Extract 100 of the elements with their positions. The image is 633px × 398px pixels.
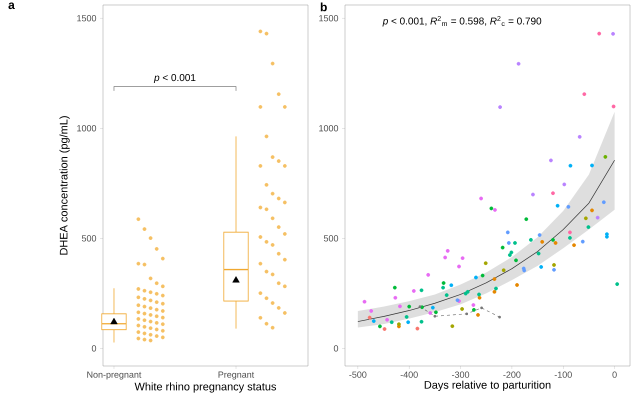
point	[605, 234, 609, 239]
point	[378, 324, 382, 328]
point	[502, 268, 506, 272]
y-axis-title: DHEA concentration (pg/mL)	[59, 116, 70, 255]
y-tick-label: 0	[334, 345, 338, 352]
point	[382, 327, 386, 331]
point	[539, 265, 544, 269]
point	[390, 320, 394, 324]
point	[549, 158, 553, 162]
point	[500, 246, 505, 250]
x-tick-label: Non-pregnant	[87, 372, 142, 380]
x-tick-label: 0	[612, 372, 617, 378]
y-tick-label: 1000	[319, 125, 338, 132]
point	[515, 283, 519, 287]
point	[480, 274, 485, 278]
point	[420, 305, 424, 310]
point	[434, 314, 436, 318]
point	[506, 241, 511, 245]
point	[582, 92, 586, 96]
point	[362, 300, 366, 304]
point	[393, 296, 398, 300]
point	[615, 282, 620, 286]
point	[498, 105, 502, 110]
point	[460, 307, 464, 311]
point	[590, 164, 594, 168]
point	[529, 238, 533, 242]
point	[412, 289, 416, 293]
point	[430, 306, 435, 310]
point	[449, 283, 454, 288]
point	[444, 293, 449, 298]
point	[426, 272, 430, 277]
point	[476, 313, 480, 317]
point	[498, 316, 501, 318]
point	[465, 312, 468, 316]
point	[603, 154, 608, 159]
point	[407, 304, 412, 308]
point	[450, 324, 454, 328]
point	[484, 261, 488, 266]
chart-title: a	[8, 2, 15, 10]
point	[562, 182, 566, 186]
point	[406, 320, 410, 324]
point	[611, 32, 615, 36]
x-tick-label: -200	[503, 372, 521, 378]
point	[492, 277, 496, 281]
point	[489, 206, 494, 210]
point	[516, 62, 520, 66]
point	[509, 250, 514, 254]
annotation: p < 0.001	[154, 74, 196, 84]
y-tick-label: 500	[324, 235, 338, 242]
point	[568, 164, 572, 168]
y-tick-label: 0	[92, 345, 96, 352]
point	[551, 191, 555, 196]
point	[580, 240, 585, 244]
point	[538, 233, 542, 237]
x-tick-label: -500	[349, 372, 366, 378]
point	[474, 276, 478, 280]
point	[572, 243, 576, 248]
point	[584, 216, 588, 220]
point	[398, 304, 402, 308]
point	[494, 286, 498, 290]
point	[552, 268, 556, 272]
point	[508, 253, 512, 257]
x-tick-label: Pregnant	[218, 372, 254, 380]
point	[404, 315, 409, 319]
point	[368, 316, 372, 320]
point	[420, 320, 424, 324]
point	[590, 208, 594, 212]
point	[480, 306, 483, 310]
point	[446, 248, 450, 253]
point	[372, 319, 376, 323]
point	[420, 288, 424, 292]
point	[556, 204, 560, 208]
point	[568, 236, 572, 240]
point	[434, 310, 438, 314]
point	[524, 217, 528, 222]
point	[472, 308, 476, 312]
point	[596, 216, 600, 220]
point	[477, 292, 481, 296]
chart-title: b	[320, 2, 327, 12]
point	[568, 230, 572, 234]
y-tick-label: 1000	[77, 125, 96, 132]
point	[479, 196, 483, 200]
point	[602, 200, 606, 204]
point	[443, 256, 448, 260]
x-tick-label: -300	[452, 372, 470, 378]
point	[441, 286, 445, 290]
point	[531, 192, 535, 196]
point	[418, 305, 422, 308]
y-tick-label: 1500	[319, 15, 338, 22]
point	[540, 240, 544, 244]
point	[554, 241, 558, 245]
point	[466, 290, 470, 294]
point	[513, 241, 517, 245]
point	[578, 134, 582, 139]
point	[612, 104, 616, 108]
point	[552, 263, 556, 267]
point	[551, 238, 555, 242]
point	[457, 264, 461, 268]
point	[442, 281, 446, 285]
point	[493, 208, 497, 212]
